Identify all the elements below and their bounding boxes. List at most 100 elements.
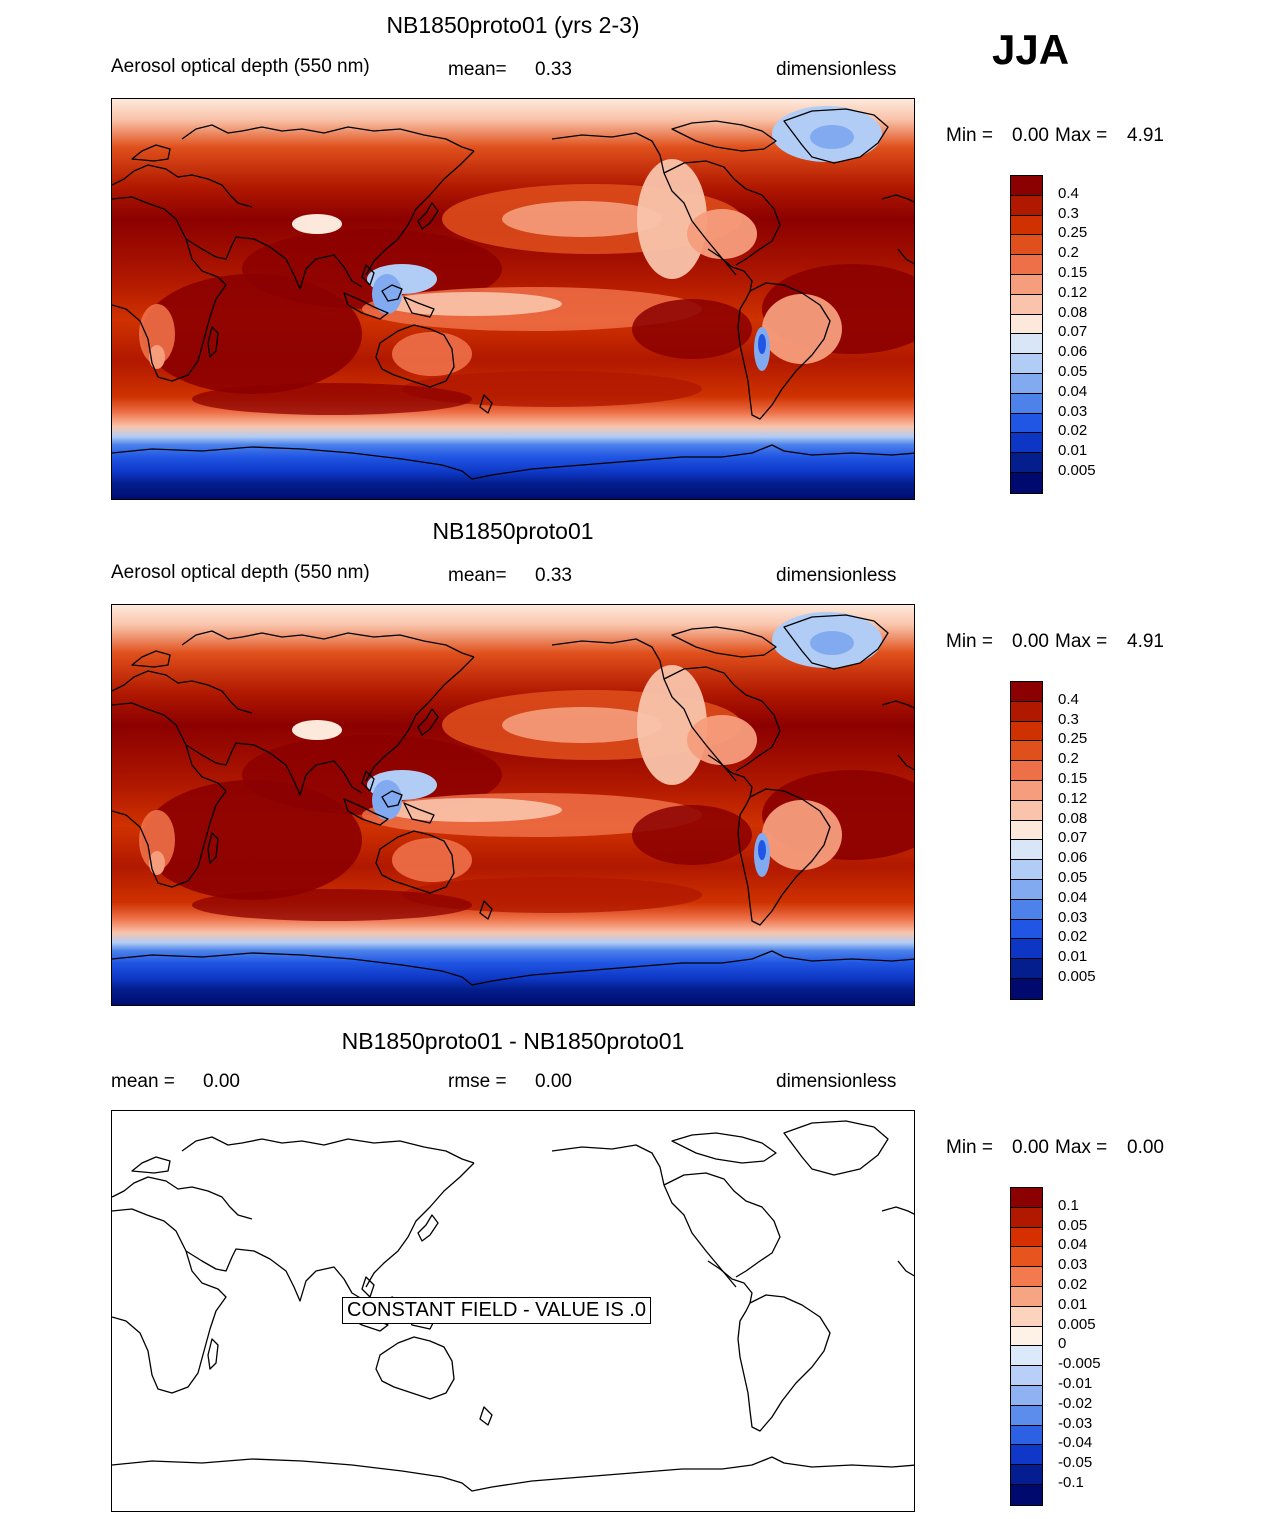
colorbar-label: 0.02	[1058, 928, 1088, 946]
colorbar-label: 0.005	[1058, 968, 1096, 985]
colorbar-swatch	[1011, 255, 1042, 275]
colorbar-swatch	[1011, 413, 1042, 434]
colorbar-swatch	[1011, 959, 1042, 979]
colorbar-label: 0.15	[1058, 770, 1088, 787]
colorbar-swatch	[1011, 860, 1042, 880]
panel-3-max-label: Max =	[1055, 1137, 1108, 1158]
colorbar-label: -0.005	[1058, 1355, 1101, 1373]
colorbar-label: 0.2	[1058, 244, 1079, 262]
colorbar-label: 0.1	[1058, 1196, 1079, 1214]
panel-2-title: NB1850proto01	[432, 518, 594, 544]
colorbar-label: 0.03	[1058, 402, 1088, 420]
colorbar-swatch	[1011, 682, 1042, 702]
colorbar-swatch	[1011, 820, 1042, 841]
colorbar-swatch	[1011, 1445, 1042, 1466]
colorbar-swatch	[1011, 1346, 1042, 1367]
panel-2-min-label: Min =	[946, 631, 993, 652]
panel-1-map	[111, 98, 915, 500]
colorbar-swatch	[1011, 919, 1042, 940]
colorbar-swatch	[1011, 294, 1042, 315]
colorbar-label: -0.02	[1058, 1394, 1093, 1412]
panel-3-rmse-value: 0.00	[535, 1071, 572, 1092]
colorbar-swatch	[1011, 1425, 1042, 1446]
panel-1-mean-label: mean=	[448, 59, 507, 80]
colorbar-swatch	[1011, 235, 1042, 256]
colorbar-swatch	[1011, 215, 1042, 236]
colorbar-swatch	[1011, 274, 1042, 295]
panel-3-min-value: 0.00	[1012, 1137, 1049, 1158]
panel-2-min-value: 0.00	[1012, 631, 1049, 652]
colorbar-label: 0.04	[1058, 382, 1088, 400]
colorbar-label: 0.2	[1058, 750, 1079, 768]
panel-1-max-label: Max =	[1055, 125, 1108, 146]
constant-field-notice: CONSTANT FIELD - VALUE IS .0	[342, 1297, 651, 1324]
colorbar-swatch	[1011, 1207, 1042, 1228]
colorbar-swatch	[1011, 1405, 1042, 1426]
colorbar-label: 0.005	[1058, 462, 1096, 479]
colorbar-label: 0.25	[1058, 730, 1088, 748]
panel-1-map-canvas	[112, 99, 914, 499]
colorbar-label: -0.04	[1058, 1434, 1093, 1452]
panel-1-units: dimensionless	[776, 59, 897, 80]
colorbar-label: 0.15	[1058, 264, 1088, 281]
colorbar-swatch	[1011, 761, 1042, 781]
colorbar-swatch	[1011, 1326, 1042, 1347]
colorbar-label: -0.01	[1058, 1375, 1093, 1392]
panel-1-min-value: 0.00	[1012, 125, 1049, 146]
colorbar-swatch	[1011, 354, 1042, 374]
colorbar-swatch	[1011, 1306, 1042, 1327]
colorbar-swatch	[1011, 780, 1042, 801]
panel-2-colorbar	[1010, 681, 1043, 1000]
colorbar-label: 0.4	[1058, 690, 1079, 708]
panel-3-rmse-label: rmse =	[448, 1071, 507, 1092]
colorbar-label: 0.03	[1058, 1256, 1088, 1274]
colorbar-label: 0.12	[1058, 283, 1088, 301]
panel-2-mean-value: 0.33	[535, 565, 572, 586]
panel-2-map-canvas	[112, 605, 914, 1005]
colorbar-swatch	[1011, 334, 1042, 355]
panel-3-mean-value: 0.00	[203, 1071, 240, 1092]
colorbar-label: 0.02	[1058, 422, 1088, 440]
colorbar-label: 0.01	[1058, 442, 1088, 460]
colorbar-label: 0.06	[1058, 343, 1088, 361]
panel-1-title: NB1850proto01 (yrs 2-3)	[386, 12, 640, 38]
colorbar-swatch	[1011, 1465, 1042, 1485]
panel-2-variable-label: Aerosol optical depth (550 nm)	[111, 562, 370, 583]
colorbar-swatch	[1011, 1366, 1042, 1386]
colorbar-swatch	[1011, 1267, 1042, 1287]
colorbar-label: 0.05	[1058, 363, 1088, 380]
colorbar-swatch	[1011, 741, 1042, 762]
colorbar-swatch	[1011, 939, 1042, 960]
colorbar-label: 0.3	[1058, 204, 1079, 222]
panel-1-variable-label: Aerosol optical depth (550 nm)	[111, 56, 370, 77]
colorbar-swatch	[1011, 195, 1042, 216]
season-label: JJA	[992, 26, 1070, 73]
panel-1-mean-value: 0.33	[535, 59, 572, 80]
colorbar-swatch	[1011, 1227, 1042, 1248]
colorbar-swatch	[1011, 978, 1042, 999]
colorbar-swatch	[1011, 840, 1042, 861]
colorbar-label: -0.1	[1058, 1474, 1084, 1491]
panel-1-colorbar	[1010, 175, 1043, 494]
colorbar-label: 0.07	[1058, 323, 1088, 341]
colorbar-label: 0.02	[1058, 1276, 1088, 1293]
colorbar-swatch	[1011, 314, 1042, 335]
panel-2-mean-label: mean=	[448, 565, 507, 586]
colorbar-swatch	[1011, 472, 1042, 493]
colorbar-swatch	[1011, 453, 1042, 473]
colorbar-label: 0.25	[1058, 224, 1088, 242]
colorbar-swatch	[1011, 1247, 1042, 1268]
colorbar-label: 0.05	[1058, 1216, 1088, 1234]
colorbar-label: 0.4	[1058, 184, 1079, 202]
colorbar-label: 0.05	[1058, 869, 1088, 886]
colorbar-label: 0.04	[1058, 1236, 1088, 1254]
colorbar-swatch	[1011, 1286, 1042, 1307]
panel-1-max-value: 4.91	[1127, 125, 1164, 146]
panel-3-mean-label: mean =	[111, 1071, 175, 1092]
colorbar-label: 0.005	[1058, 1315, 1096, 1333]
panel-2-max-label: Max =	[1055, 631, 1108, 652]
colorbar-swatch	[1011, 899, 1042, 920]
colorbar-label: 0.3	[1058, 710, 1079, 728]
colorbar-swatch	[1011, 393, 1042, 414]
colorbar-label: 0.06	[1058, 849, 1088, 867]
